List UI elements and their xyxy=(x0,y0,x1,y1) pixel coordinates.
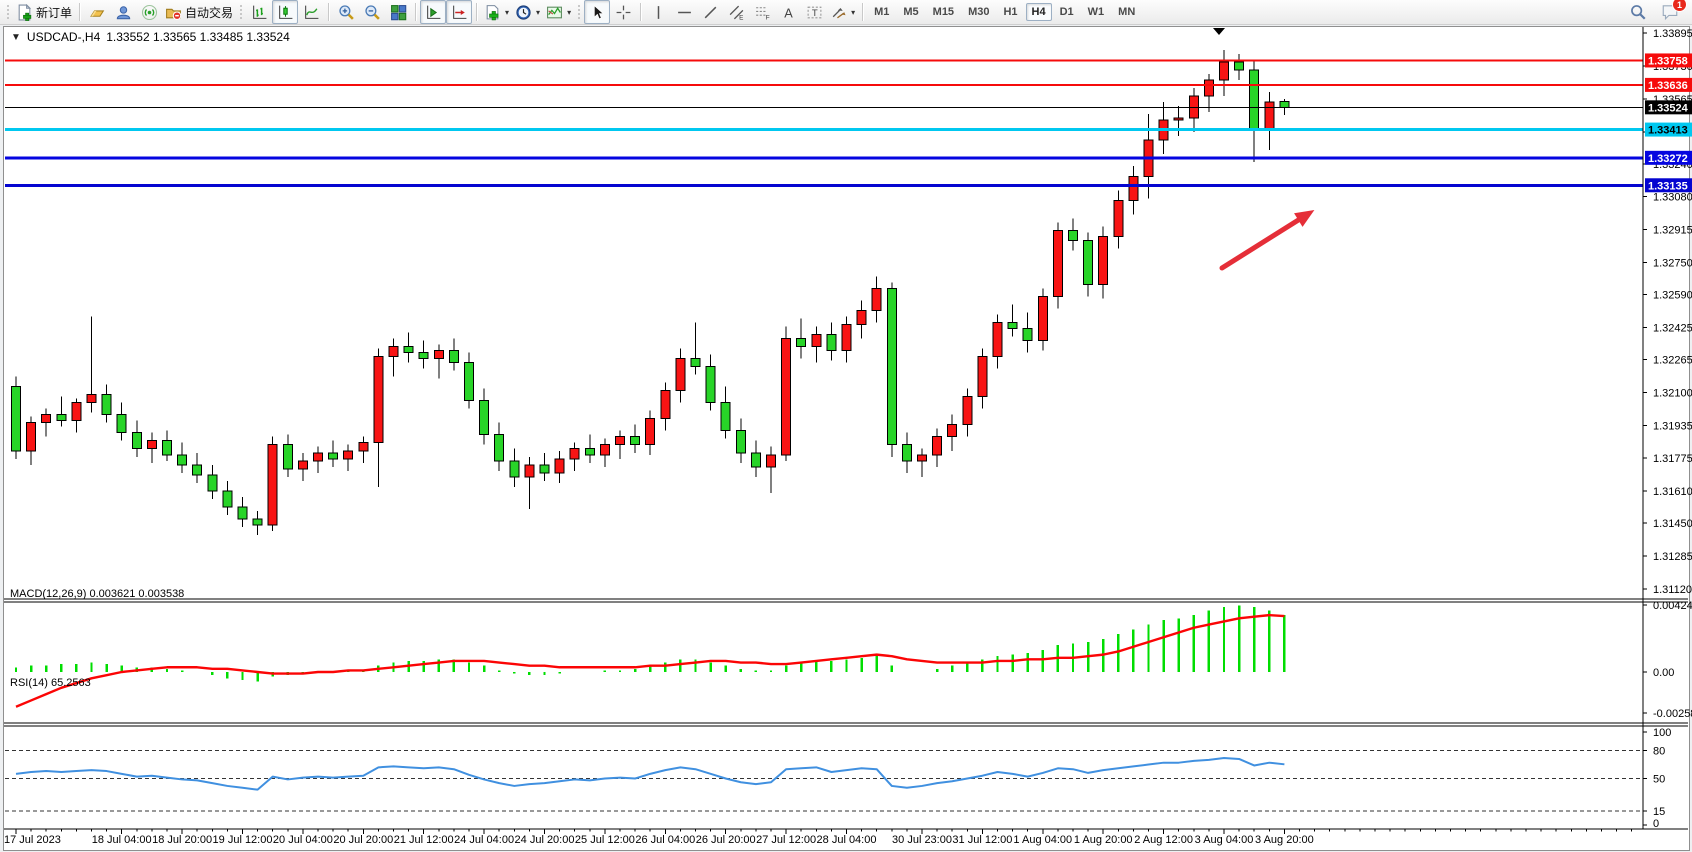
auto-scroll-icon xyxy=(452,5,466,19)
market-watch-button[interactable] xyxy=(84,0,110,24)
chart-symbol-period: USDCAD-,H4 xyxy=(26,30,101,44)
chart-type-bars-button[interactable] xyxy=(246,0,272,24)
crosshair-button[interactable] xyxy=(610,0,636,24)
cursor-icon xyxy=(593,4,604,19)
chart-type-line-button[interactable] xyxy=(298,0,324,24)
search-button[interactable] xyxy=(1625,0,1651,24)
svg-text:F: F xyxy=(765,14,769,21)
bar-chart-icon xyxy=(252,5,266,19)
svg-text:E: E xyxy=(739,14,743,21)
zoom-out-button[interactable] xyxy=(359,0,385,24)
text-label-icon: T xyxy=(807,6,821,19)
template-icon xyxy=(547,6,562,18)
svg-text:T: T xyxy=(811,8,817,19)
channel-icon: E xyxy=(729,5,743,21)
signal-icon xyxy=(141,4,157,20)
clock-icon xyxy=(516,4,531,20)
tf-m5-button[interactable]: M5 xyxy=(903,6,919,18)
text-label-tool[interactable]: T xyxy=(801,0,827,24)
autotrading-label: 自动交易 xyxy=(185,5,234,20)
periods-dropdown[interactable]: ▾ xyxy=(512,0,543,24)
notifications-button[interactable]: 1 xyxy=(1657,0,1687,24)
chart-type-candles-button[interactable] xyxy=(272,0,299,24)
dropdown-arrow-icon: ▾ xyxy=(567,7,572,17)
vertical-line-tool[interactable] xyxy=(645,0,671,24)
auto-scroll-button[interactable] xyxy=(446,0,473,24)
chart-ohlc-values: 1.33552 1.33565 1.33485 1.33524 xyxy=(106,30,290,44)
chart-shift-icon xyxy=(426,5,440,19)
toolbar-grip xyxy=(6,4,10,20)
main-toolbar: 新订单 自动交易 ▾ xyxy=(0,0,1692,25)
tf-m1-button[interactable]: M1 xyxy=(874,6,890,18)
cursor-button[interactable] xyxy=(584,0,611,24)
dropdown-arrow-icon: ▾ xyxy=(851,7,856,17)
templates-dropdown[interactable]: ▾ xyxy=(543,0,574,24)
new-order-button[interactable]: 新订单 xyxy=(13,0,75,24)
tf-w1-button[interactable]: W1 xyxy=(1087,6,1105,18)
arrows-dropdown[interactable]: ▾ xyxy=(827,0,858,24)
zoom-in-icon xyxy=(338,4,354,20)
macd-indicator-title: MACD(12,26,9) 0.003621 0.003538 xyxy=(10,588,185,600)
candlestick-chart-icon xyxy=(278,5,292,19)
chart-shift-button[interactable] xyxy=(420,0,447,24)
tf-d1-button[interactable]: D1 xyxy=(1059,6,1074,18)
new-order-icon xyxy=(18,3,32,21)
fibonacci-tool[interactable]: F xyxy=(749,0,775,24)
tf-m30-button[interactable]: M30 xyxy=(968,6,990,18)
search-icon xyxy=(1631,5,1646,20)
new-chart-dropdown[interactable]: ▾ xyxy=(481,0,512,24)
zoom-in-button[interactable] xyxy=(333,0,359,24)
text-icon: A xyxy=(784,5,793,20)
trendline-tool[interactable] xyxy=(697,0,723,24)
tf-h4-button[interactable]: H4 xyxy=(1025,3,1052,21)
text-tool[interactable]: A xyxy=(775,0,801,24)
zoom-out-icon xyxy=(364,4,380,20)
shapes-arrows-icon xyxy=(832,7,846,18)
crosshair-icon xyxy=(616,5,630,19)
vertical-line-icon xyxy=(657,5,659,19)
profile-button[interactable] xyxy=(110,0,136,24)
dropdown-arrow-icon: ▾ xyxy=(536,7,541,17)
fibonacci-icon: F xyxy=(755,6,769,21)
rsi-indicator-title: RSI(14) 65.2563 xyxy=(10,677,91,689)
svg-text:A: A xyxy=(784,5,793,20)
tf-mn-button[interactable]: MN xyxy=(1118,6,1136,18)
tf-m15-button[interactable]: M15 xyxy=(932,6,955,18)
chart-window[interactable] xyxy=(3,26,1690,851)
dropdown-arrow-icon: ▾ xyxy=(505,7,510,17)
autotrading-button[interactable]: 自动交易 xyxy=(162,0,236,24)
equidistant-channel-tool[interactable]: E xyxy=(723,0,749,24)
autotrading-icon xyxy=(166,8,182,20)
horizontal-line-tool[interactable] xyxy=(671,0,697,24)
tf-h1-button[interactable]: H1 xyxy=(1003,6,1018,18)
gold-bar-icon xyxy=(89,9,104,17)
new-order-label: 新订单 xyxy=(36,5,73,20)
new-chart-icon xyxy=(486,4,499,20)
trendline-icon xyxy=(704,6,716,18)
tile-windows-icon xyxy=(390,4,406,20)
horizontal-line-icon xyxy=(677,11,691,13)
notification-badge: 1 xyxy=(1672,0,1687,12)
profile-icon xyxy=(116,5,130,19)
one-click-trading-toggle-icon[interactable]: ▼ xyxy=(11,31,21,43)
signals-button[interactable] xyxy=(136,0,162,24)
chart-header: ▼ USDCAD-,H4 1.33552 1.33565 1.33485 1.3… xyxy=(11,30,290,44)
line-chart-icon xyxy=(304,5,318,19)
tile-windows-button[interactable] xyxy=(385,0,411,24)
